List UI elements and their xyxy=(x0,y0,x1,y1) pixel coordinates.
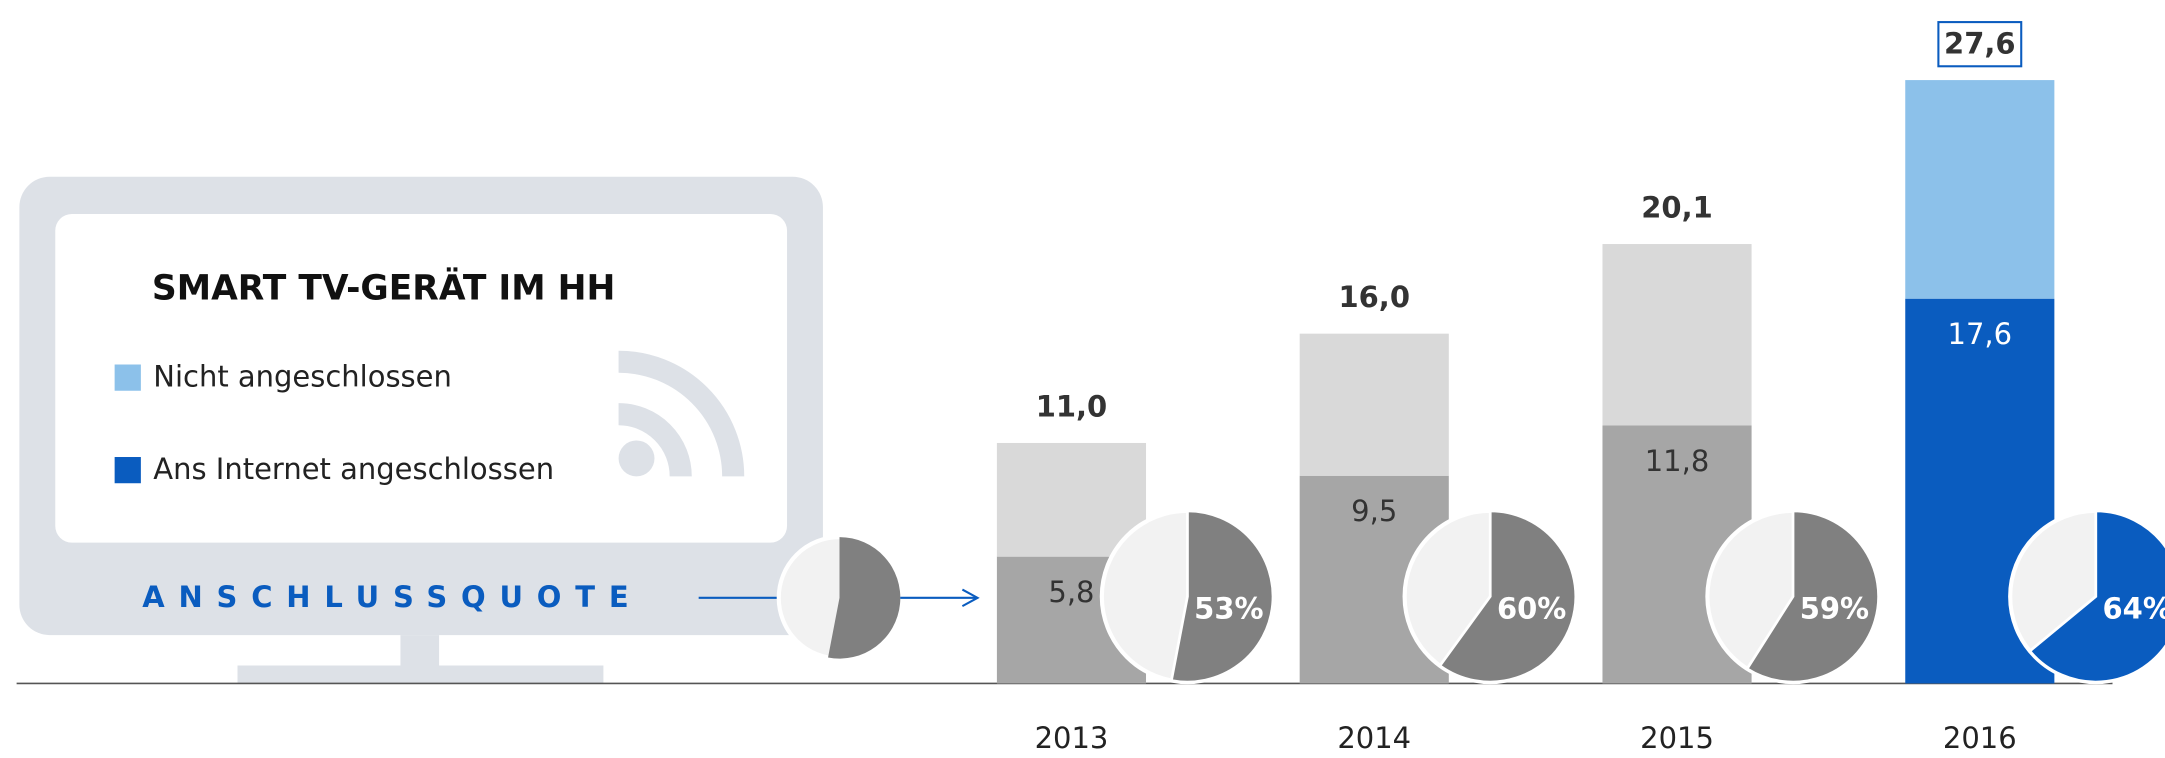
value-label: 17,6 xyxy=(1948,317,2013,351)
total-label: 16,0 xyxy=(1338,280,1410,314)
pie-label: 64% xyxy=(2103,591,2165,625)
total-label: 20,1 xyxy=(1641,191,1713,225)
page: SMART TV-GERÄT IM HH Nicht angeschlossen… xyxy=(0,0,2165,758)
wifi-dot xyxy=(619,440,655,476)
subtitle: ANSCHLUSSQUOTE xyxy=(142,580,642,614)
total-label: 11,0 xyxy=(1036,389,1108,423)
chart: SMART TV-GERÄT IM HH Nicht angeschlossen… xyxy=(0,0,2165,758)
bar xyxy=(1300,334,1449,476)
value-label: 11,8 xyxy=(1645,444,1710,478)
pie-label: 59% xyxy=(1800,591,1869,625)
total-label: 27,6 xyxy=(1944,27,2016,61)
pie-label: 60% xyxy=(1497,591,1566,625)
tv-base xyxy=(238,665,604,683)
x-tick-label: 2015 xyxy=(1640,721,1714,755)
chart-title: SMART TV-GERÄT IM HH xyxy=(152,267,615,308)
value-label: 9,5 xyxy=(1351,494,1397,528)
x-tick-label: 2016 xyxy=(1943,721,2017,755)
bar xyxy=(1602,244,1751,425)
tv-neck xyxy=(400,635,439,668)
legend-swatch xyxy=(115,365,141,391)
legend-swatch xyxy=(115,457,141,483)
legend-label: Nicht angeschlossen xyxy=(153,359,452,393)
pie-label: 53% xyxy=(1194,591,1263,625)
legend-label: Ans Internet angeschlossen xyxy=(153,452,554,486)
bar xyxy=(1905,80,2054,299)
x-tick-label: 2014 xyxy=(1337,721,1411,755)
value-label: 5,8 xyxy=(1048,575,1094,609)
x-tick-label: 2013 xyxy=(1035,721,1109,755)
